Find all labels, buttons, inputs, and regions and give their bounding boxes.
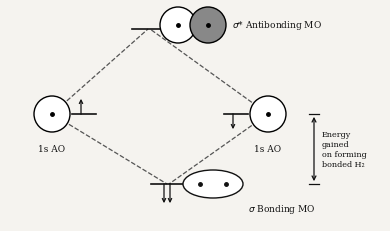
Circle shape: [250, 97, 286, 132]
Ellipse shape: [183, 170, 243, 198]
Text: Energy
gained
on forming
bonded H₂: Energy gained on forming bonded H₂: [322, 131, 367, 168]
Text: 1s AO: 1s AO: [254, 144, 282, 153]
Text: $\sigma$* Antibonding MO: $\sigma$* Antibonding MO: [232, 19, 322, 32]
Text: 1s AO: 1s AO: [39, 144, 66, 153]
Text: $\sigma$ Bonding MO: $\sigma$ Bonding MO: [248, 202, 316, 215]
Circle shape: [34, 97, 70, 132]
Circle shape: [190, 8, 226, 44]
Circle shape: [160, 8, 196, 44]
